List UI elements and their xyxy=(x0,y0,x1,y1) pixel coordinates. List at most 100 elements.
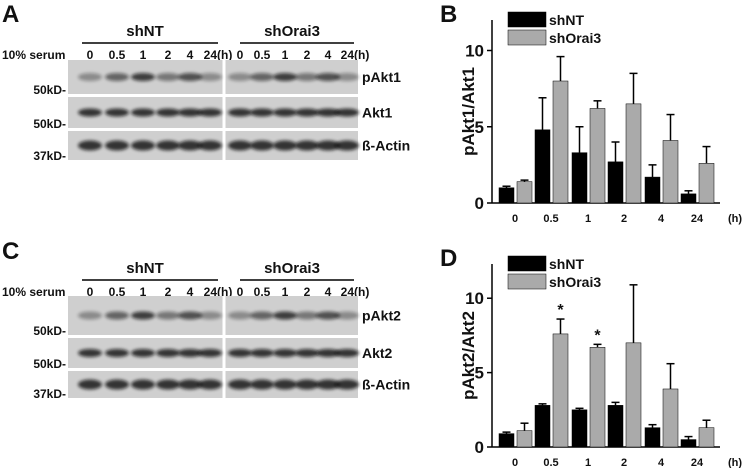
band xyxy=(78,73,102,81)
y-tick-label: 5 xyxy=(475,364,484,383)
x-tick-label: 0 xyxy=(512,213,518,225)
lane-label: 0 xyxy=(237,48,244,62)
band xyxy=(316,108,340,117)
x-tick-label: 2 xyxy=(621,213,627,225)
bar xyxy=(552,333,569,448)
lane-label: 1 xyxy=(282,48,289,62)
band xyxy=(295,349,319,357)
x-tick-label: 4 xyxy=(658,213,665,225)
y-axis-label: pAkt1/Akt1 xyxy=(459,67,478,156)
band-label: pAkt2 xyxy=(362,308,401,324)
x-axis-label: (h) xyxy=(728,213,742,225)
group-label: shNT xyxy=(126,260,164,277)
bar xyxy=(498,433,515,448)
panel-letter: B xyxy=(440,1,457,28)
bar xyxy=(534,129,551,204)
band xyxy=(273,73,297,81)
bar xyxy=(571,152,588,204)
x-tick-label: 24 xyxy=(691,213,704,225)
lane-label: 0.5 xyxy=(254,48,271,62)
band xyxy=(78,379,102,390)
band xyxy=(178,379,202,390)
lane-label: 0.5 xyxy=(109,48,126,62)
panel-letter: C xyxy=(2,238,19,265)
band xyxy=(105,311,129,320)
band xyxy=(295,140,319,151)
lane-label: 4 xyxy=(187,48,194,62)
bar xyxy=(680,439,697,448)
bar xyxy=(589,347,606,448)
band xyxy=(131,379,155,390)
band xyxy=(316,379,340,390)
bar xyxy=(625,342,642,448)
band xyxy=(131,349,155,357)
y-axis-label: pAkt2/Akt2 xyxy=(459,311,478,400)
bar xyxy=(698,163,715,204)
mw-marker: 50kD- xyxy=(33,357,66,371)
band xyxy=(156,140,180,151)
bar xyxy=(516,181,533,204)
lane-label: 1 xyxy=(140,285,147,299)
x-tick-label: 4 xyxy=(658,457,665,468)
x-axis-label: (h) xyxy=(728,457,742,468)
bar xyxy=(552,80,569,204)
band xyxy=(178,108,202,117)
bar xyxy=(534,405,551,448)
bar xyxy=(662,140,679,204)
band xyxy=(316,311,340,320)
lane-label: 0 xyxy=(237,285,244,299)
band xyxy=(335,73,359,81)
band xyxy=(295,73,319,81)
legend-swatch xyxy=(507,255,547,272)
lane-label: 4 xyxy=(187,285,194,299)
band xyxy=(228,379,252,390)
band xyxy=(78,311,102,320)
band xyxy=(105,140,129,151)
band-label: ß-Actin xyxy=(362,377,410,393)
bar xyxy=(607,161,624,204)
bar xyxy=(625,103,642,204)
band-label: pAkt1 xyxy=(362,69,401,85)
lane-label: 2 xyxy=(304,48,311,62)
band xyxy=(131,108,155,117)
band xyxy=(228,73,252,81)
band xyxy=(198,108,222,117)
band xyxy=(131,73,155,81)
group-label: shOrai3 xyxy=(264,260,320,277)
mw-marker: 37kD- xyxy=(33,387,66,401)
x-tick-label: 0 xyxy=(512,457,518,468)
band xyxy=(335,379,359,390)
band xyxy=(105,379,129,390)
band xyxy=(198,379,222,390)
lane-label: 24(h) xyxy=(341,285,370,299)
band xyxy=(250,349,274,357)
lane-label: 2 xyxy=(165,48,172,62)
band-label: Akt1 xyxy=(362,105,393,121)
band xyxy=(156,311,180,320)
band xyxy=(228,140,252,151)
band xyxy=(335,108,359,117)
y-tick-label: 0 xyxy=(475,438,484,457)
annotation: * xyxy=(557,302,564,319)
band xyxy=(105,108,129,117)
band xyxy=(335,140,359,151)
band xyxy=(250,108,274,117)
band xyxy=(198,349,222,357)
legend-label: shNT xyxy=(549,12,584,28)
band xyxy=(156,349,180,357)
band xyxy=(198,73,222,81)
y-tick-label: 10 xyxy=(465,42,484,61)
band xyxy=(156,379,180,390)
band-label: Akt2 xyxy=(362,345,393,361)
lane-label: 2 xyxy=(304,285,311,299)
lane-label: 1 xyxy=(140,48,147,62)
band xyxy=(178,73,202,81)
annotation: * xyxy=(594,327,601,344)
lane-label: 0.5 xyxy=(254,285,271,299)
band xyxy=(250,379,274,390)
x-tick-label: 1 xyxy=(585,457,591,468)
bar xyxy=(644,176,661,204)
band xyxy=(335,349,359,357)
group-label: shNT xyxy=(126,23,164,40)
